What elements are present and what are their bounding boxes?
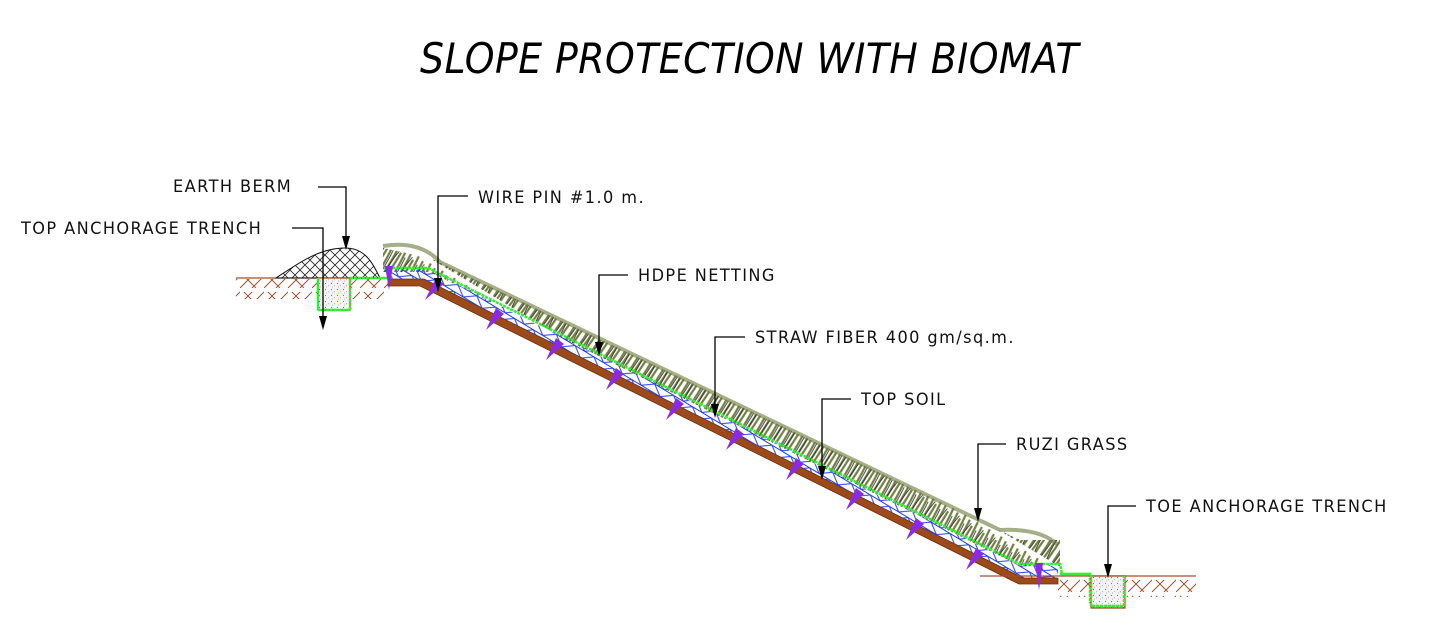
label-hdpe-netting: HDPE NETTING	[638, 266, 776, 286]
leader-arrowheads	[319, 236, 1112, 578]
label-top-anchorage-trench: TOP ANCHORAGE TRENCH	[21, 219, 263, 239]
label-wire-pin: WIRE PIN #1.0 m.	[478, 188, 646, 208]
label-ruzi-grass: RUZI GRASS	[1016, 435, 1129, 455]
left-ground	[236, 277, 388, 299]
label-earth-berm: EARTH BERM	[173, 177, 293, 197]
diagram-title: SLOPE PROTECTION WITH BIOMAT	[420, 34, 1080, 83]
earth-berm	[274, 247, 381, 279]
label-straw-fiber: STRAW FIBER 400 gm/sq.m.	[755, 328, 1015, 348]
wire-pins	[385, 266, 1043, 590]
leader-lines	[292, 186, 1136, 572]
toe-anchorage-trench	[1060, 572, 1126, 609]
label-top-soil: TOP SOIL	[861, 390, 947, 410]
label-toe-anchorage-trench: TOE ANCHORAGE TRENCH	[1146, 497, 1388, 517]
hdpe-netting	[388, 270, 1058, 578]
ruzi-grass	[383, 248, 1060, 566]
